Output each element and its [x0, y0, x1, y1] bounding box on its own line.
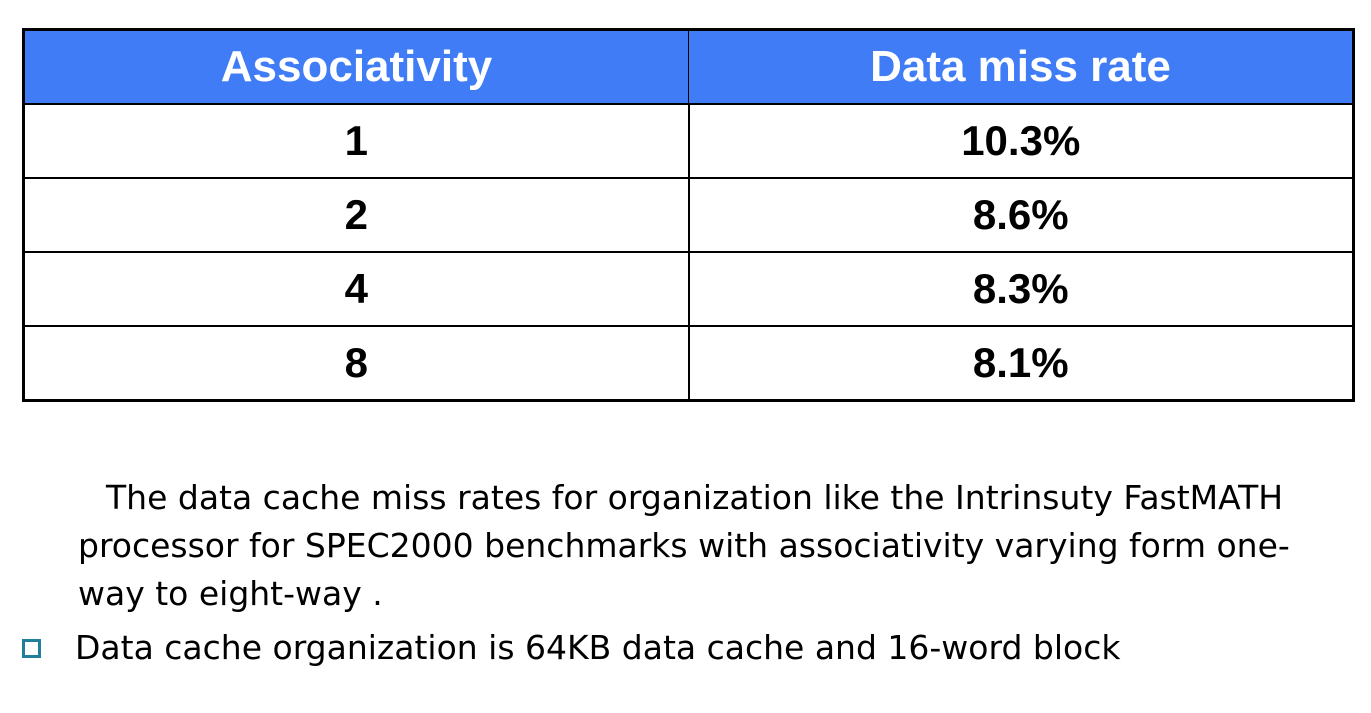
- table-row: 1 10.3%: [22, 103, 1355, 179]
- table-row: 8 8.1%: [22, 325, 1355, 402]
- cell-miss-rate: 10.3%: [687, 103, 1355, 179]
- cell-miss-rate: 8.3%: [687, 251, 1355, 327]
- table-header-row: Associativity Data miss rate: [23, 29, 1354, 105]
- cell-associativity: 4: [22, 251, 690, 327]
- square-bullet-icon: [22, 638, 41, 658]
- caption-text: The data cache miss rates for organizati…: [78, 478, 1290, 613]
- table-row: 2 8.6%: [22, 177, 1355, 253]
- miss-rate-table-container: Associativity Data miss rate 1 10.3% 2 8…: [22, 28, 1355, 402]
- table-row: 4 8.3%: [22, 251, 1355, 327]
- cell-associativity: 2: [22, 177, 690, 253]
- bullet-text: Data cache organization is 64KB data cac…: [75, 628, 1121, 667]
- cell-miss-rate: 8.1%: [687, 325, 1355, 402]
- cell-miss-rate: 8.6%: [687, 177, 1355, 253]
- table-caption: The data cache miss rates for organizati…: [78, 474, 1348, 618]
- miss-rate-table: Associativity Data miss rate 1 10.3% 2 8…: [22, 28, 1355, 402]
- bullet-point: Data cache organization is 64KB data cac…: [22, 624, 1352, 672]
- header-associativity: Associativity: [23, 29, 689, 105]
- cell-associativity: 1: [22, 103, 690, 179]
- header-data-miss-rate: Data miss rate: [688, 29, 1354, 105]
- cell-associativity: 8: [22, 325, 690, 402]
